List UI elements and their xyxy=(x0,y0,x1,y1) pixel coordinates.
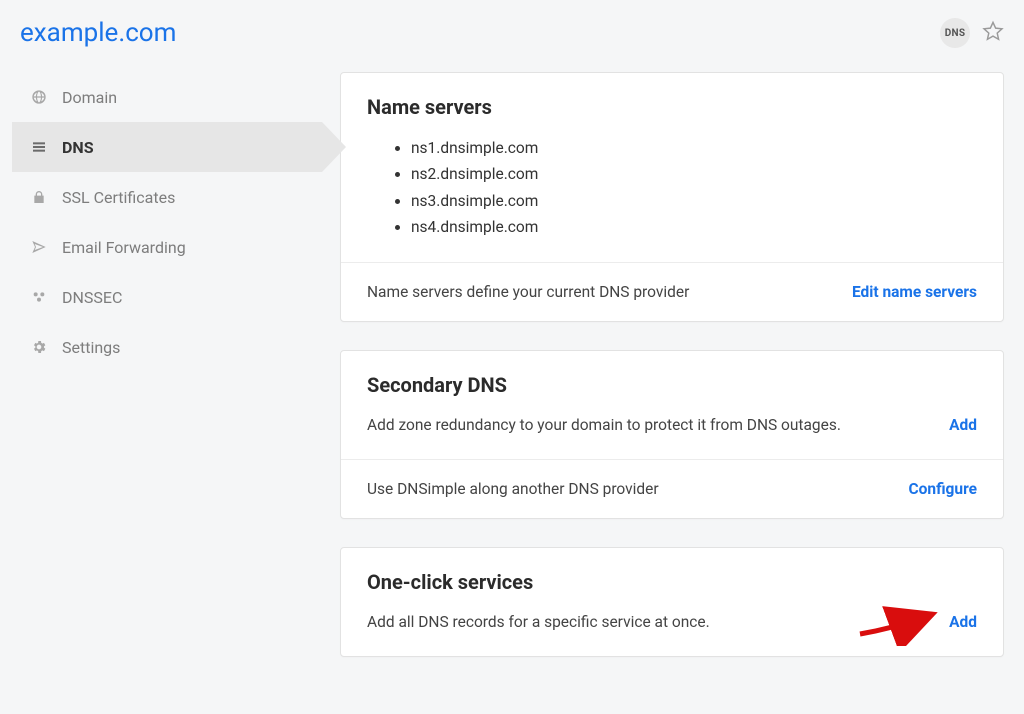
list-icon xyxy=(30,139,48,155)
star-icon[interactable] xyxy=(982,20,1004,46)
dns-badge[interactable]: DNS xyxy=(940,18,970,48)
secondary-dns-card: Secondary DNS Add zone redundancy to you… xyxy=(340,350,1004,519)
one-click-card: One-click services Add all DNS records f… xyxy=(340,547,1004,657)
paper-plane-icon xyxy=(30,239,48,255)
sidebar-item-email[interactable]: Email Forwarding xyxy=(12,222,322,272)
sidebar-item-dns[interactable]: DNS xyxy=(12,122,322,172)
sidebar-item-label: DNS xyxy=(62,138,94,157)
one-click-desc: Add all DNS records for a specific servi… xyxy=(367,610,710,634)
nameservers-card: Name servers ns1.dnsimple.com ns2.dnsimp… xyxy=(340,72,1004,322)
one-click-add-button[interactable]: Add xyxy=(949,613,977,631)
nameserver-item: ns3.dnsimple.com xyxy=(411,188,977,214)
secondary-dns-footer-text: Use DNSimple along another DNS provider xyxy=(367,480,659,498)
secondary-dns-add-button[interactable]: Add xyxy=(949,416,977,434)
nameservers-footer-text: Name servers define your current DNS pro… xyxy=(367,283,689,301)
edit-nameservers-button[interactable]: Edit name servers xyxy=(852,283,977,301)
secondary-dns-desc: Add zone redundancy to your domain to pr… xyxy=(367,413,841,437)
nameserver-item: ns2.dnsimple.com xyxy=(411,161,977,187)
sidebar-item-label: DNSSEC xyxy=(62,288,122,307)
globe-icon xyxy=(30,89,48,105)
sidebar: Domain DNS SSL Certificates Email Forwar… xyxy=(12,60,322,657)
domain-title[interactable]: example.com xyxy=(20,18,176,48)
one-click-title: One-click services xyxy=(367,570,977,594)
nameserver-item: ns1.dnsimple.com xyxy=(411,135,977,161)
gear-icon xyxy=(30,339,48,355)
main-content: Name servers ns1.dnsimple.com ns2.dnsimp… xyxy=(340,60,1012,657)
stack-icon xyxy=(30,289,48,305)
sidebar-item-settings[interactable]: Settings xyxy=(12,322,322,372)
sidebar-item-label: Settings xyxy=(62,338,120,357)
nameservers-list: ns1.dnsimple.com ns2.dnsimple.com ns3.dn… xyxy=(367,135,977,240)
sidebar-item-domain[interactable]: Domain xyxy=(12,72,322,122)
secondary-dns-configure-button[interactable]: Configure xyxy=(909,480,977,498)
secondary-dns-title: Secondary DNS xyxy=(367,373,977,397)
lock-icon xyxy=(30,189,48,205)
sidebar-item-label: SSL Certificates xyxy=(62,188,175,207)
nameserver-item: ns4.dnsimple.com xyxy=(411,214,977,240)
sidebar-item-label: Domain xyxy=(62,88,117,107)
sidebar-item-ssl[interactable]: SSL Certificates xyxy=(12,172,322,222)
nameservers-title: Name servers xyxy=(367,95,977,119)
sidebar-item-label: Email Forwarding xyxy=(62,238,186,257)
sidebar-item-dnssec[interactable]: DNSSEC xyxy=(12,272,322,322)
